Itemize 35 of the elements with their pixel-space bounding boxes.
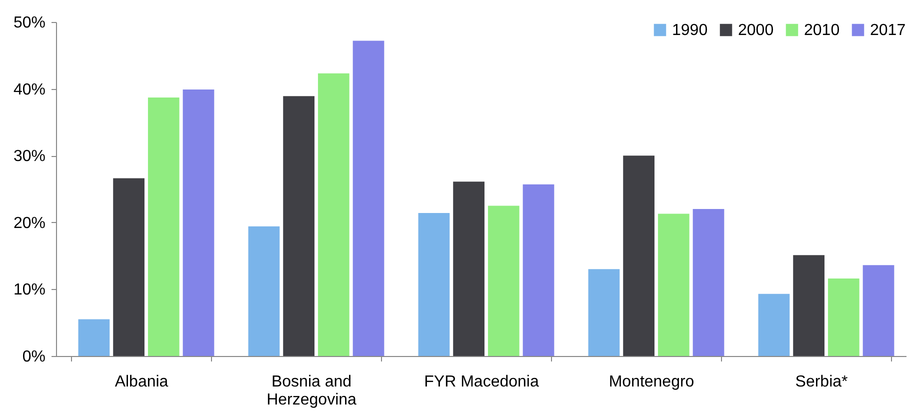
y-tick-label: 40% [13, 81, 46, 98]
bar [692, 209, 724, 356]
bar [248, 226, 280, 356]
y-tick-label: 20% [13, 214, 46, 232]
bar [758, 294, 790, 356]
bar [623, 156, 654, 356]
bar [453, 182, 484, 356]
x-tick-label: Serbia* [795, 374, 848, 390]
bar [418, 213, 450, 356]
bar [283, 96, 314, 356]
bar [828, 278, 860, 356]
legend-label: 2010 [804, 22, 840, 39]
legend-label: 2000 [738, 22, 774, 39]
bar [588, 269, 620, 356]
bar [658, 214, 690, 356]
x-tick-label: Bosnia and Herzegovina [266, 374, 357, 408]
bar [352, 40, 384, 356]
bar [182, 89, 214, 356]
bar [862, 265, 894, 356]
y-tick-label: 50% [13, 14, 46, 32]
bar [113, 178, 144, 356]
x-tick-label: FYR Macedonia [424, 374, 539, 390]
y-tick-label: 0% [22, 348, 46, 366]
bar [522, 184, 554, 356]
bar [488, 206, 520, 356]
legend-label: 2017 [870, 22, 906, 39]
x-tick-label: Albania [114, 374, 168, 390]
x-tick-label: Montenegro [608, 374, 694, 390]
y-tick-label: 30% [13, 148, 46, 166]
bar [148, 97, 180, 356]
y-tick-label: 10% [13, 282, 46, 299]
legend-label: 1990 [672, 22, 708, 39]
bar [318, 73, 350, 356]
bar [78, 319, 110, 356]
bar [793, 255, 824, 356]
